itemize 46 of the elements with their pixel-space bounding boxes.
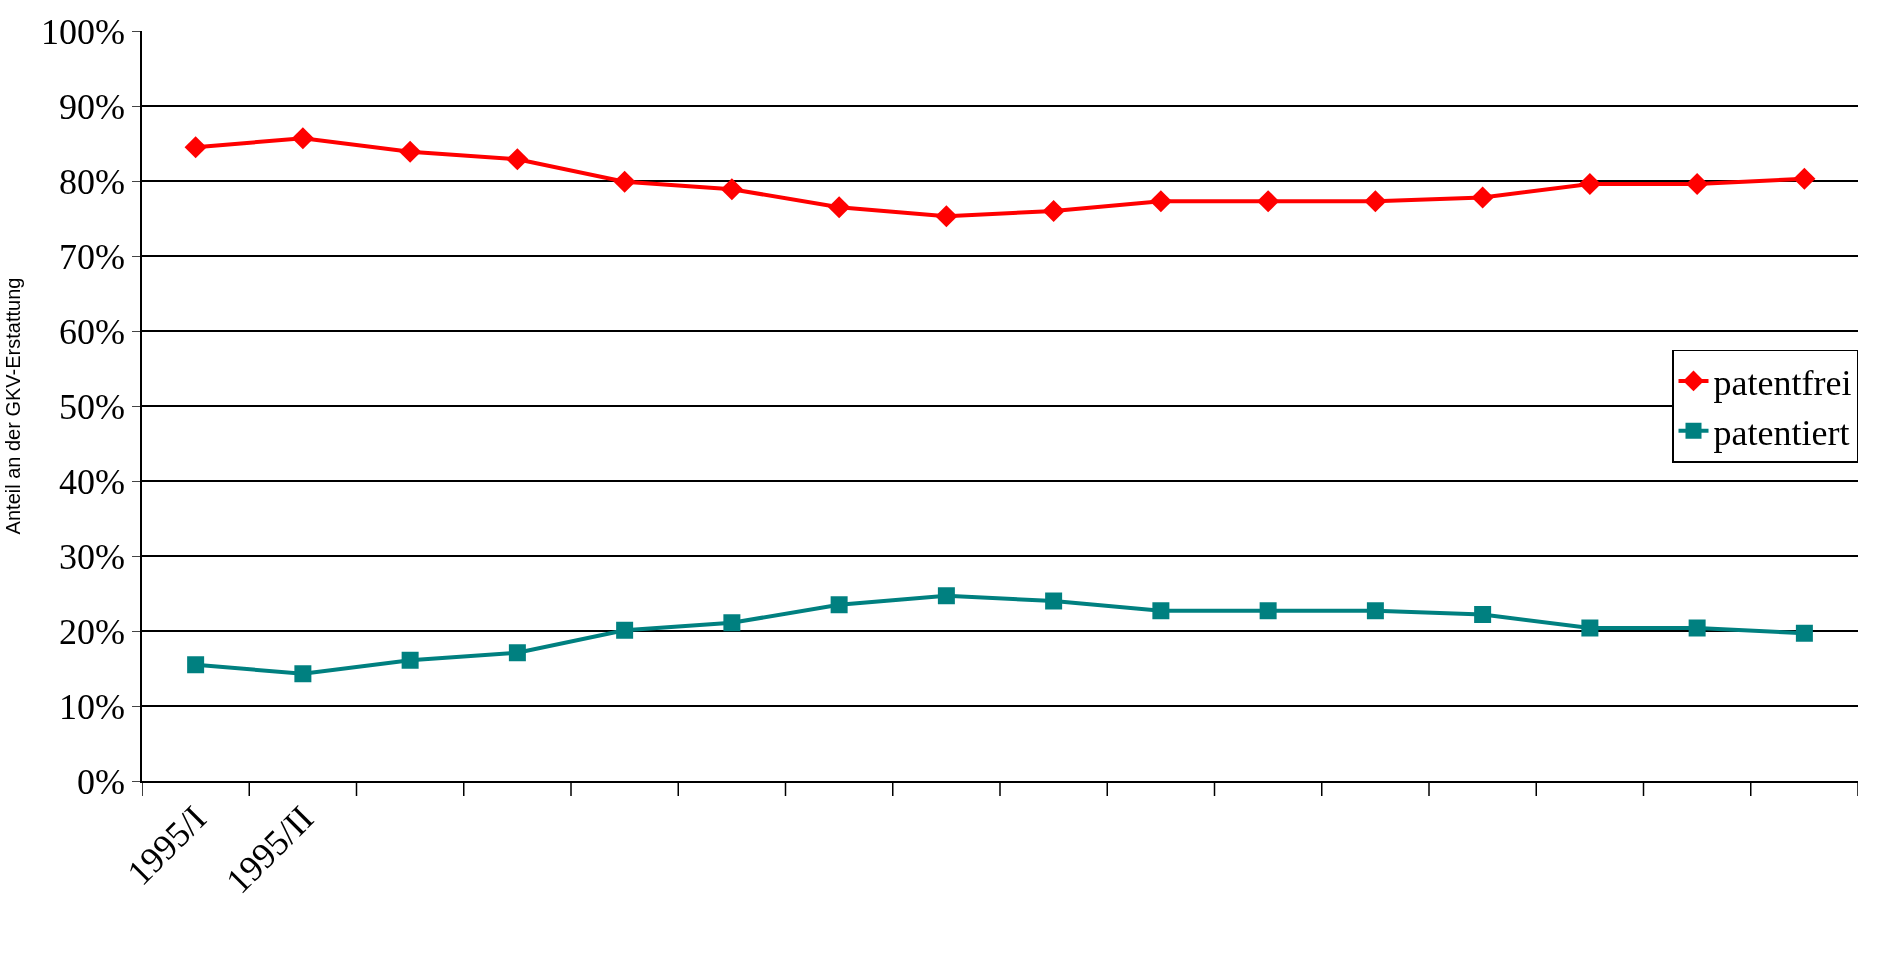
point [1152,602,1170,620]
point [1471,186,1494,209]
point [1257,190,1280,213]
y-tick-label: 50% [59,386,126,427]
y-tick-label: 90% [59,86,126,127]
point [1149,190,1172,213]
point [294,665,312,683]
point [291,127,314,150]
point [1474,606,1492,623]
y-tick-label: 20% [59,611,126,652]
point [613,170,636,193]
point [187,656,205,674]
point [1793,167,1816,190]
point [830,596,848,614]
y-tick-label: 80% [59,161,126,202]
point [1686,172,1709,196]
point [1042,199,1065,223]
point [720,178,743,201]
y-tick-label: 10% [59,686,126,727]
y-tick-label: 30% [59,536,126,577]
point [1688,619,1706,637]
point [723,614,741,632]
legend-label: patentiert [1713,412,1850,453]
point [401,651,419,669]
point [1366,602,1384,620]
point [1259,602,1277,620]
point [399,140,422,163]
y-tick-label: 70% [59,236,126,277]
point [1364,190,1387,213]
point [935,205,958,228]
point [184,136,207,159]
y-tick-label: 100% [41,11,126,52]
point [937,587,955,605]
point [1578,172,1601,196]
legend-label: patentfrei [1713,362,1852,403]
point [1581,619,1599,637]
point [828,196,851,219]
point [1045,592,1063,610]
point [508,644,526,662]
y-tick-label: 40% [59,461,126,502]
point [506,148,529,171]
y-axis-title: Anteil an der GKV-Erstattung [2,277,25,535]
y-tick-label: 0% [77,761,126,802]
y-tick-label: 60% [59,311,126,352]
point [616,621,634,639]
point [1795,624,1813,642]
